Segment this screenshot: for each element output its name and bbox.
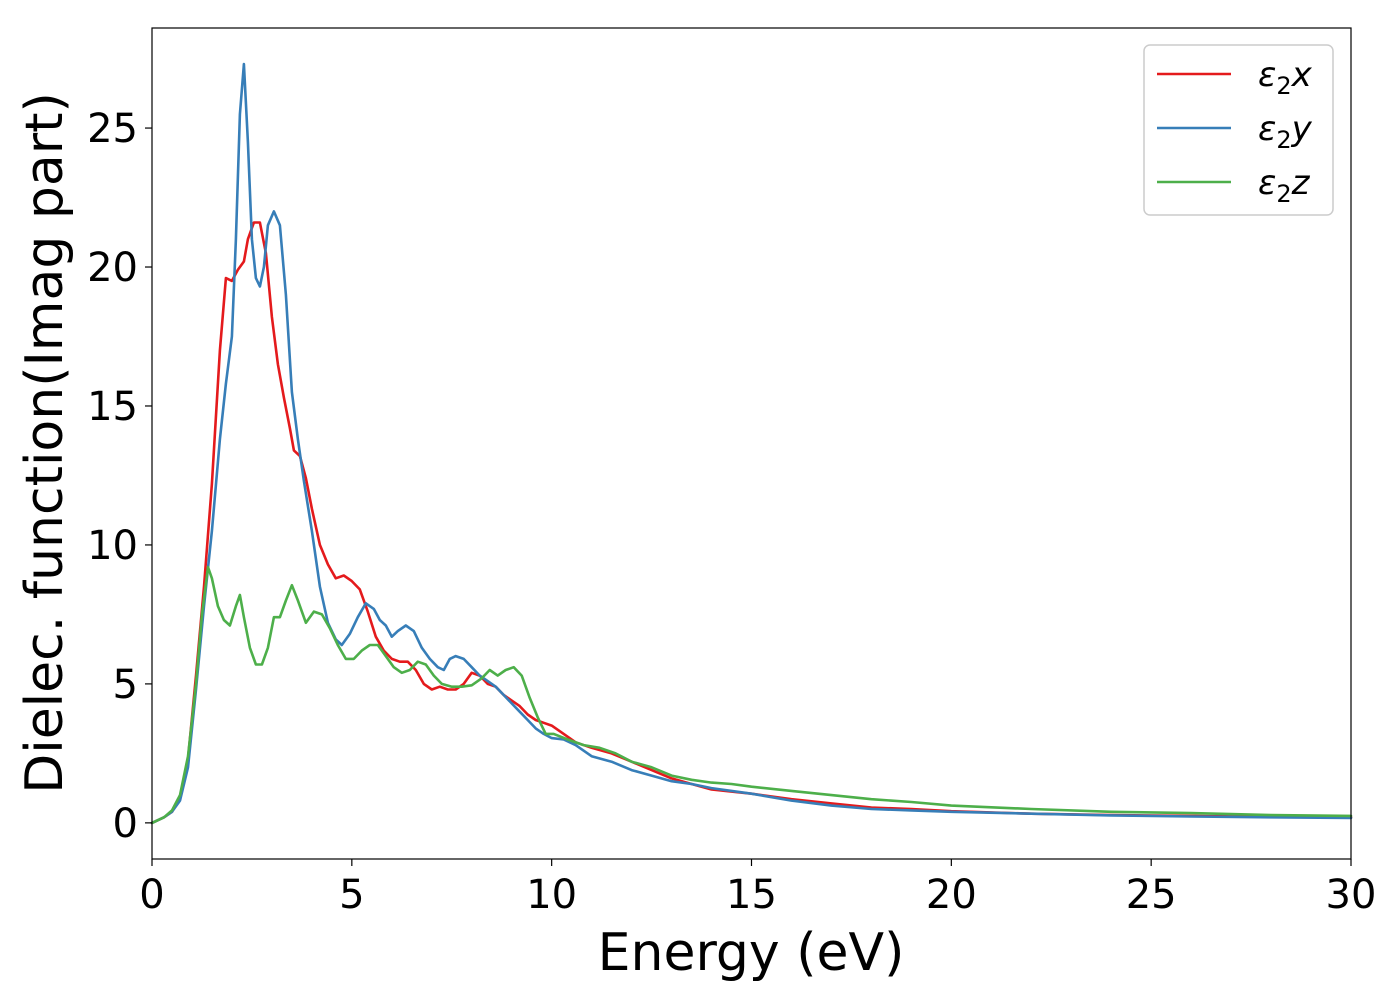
x-tick-label: 10 (526, 872, 577, 918)
y-tick-label: 0 (113, 801, 138, 847)
x-tick-label: 0 (139, 872, 164, 918)
x-tick-label: 5 (339, 872, 364, 918)
legend-label-y: ε2y (1258, 109, 1313, 154)
y-axis-label: Dielec. function(Imag part) (15, 92, 75, 794)
legend-base: ε (1258, 163, 1276, 203)
x-tick-label: 15 (726, 872, 777, 918)
y-tick-label: 5 (113, 662, 138, 708)
legend-base: ε (1258, 109, 1276, 149)
legend-label-x: ε2x (1258, 55, 1313, 100)
legend-subscript: 2 (1276, 180, 1291, 208)
x-axis-ticks: 0 5 10 15 20 25 30 (139, 859, 1376, 918)
legend-frame (1143, 44, 1334, 216)
x-tick-label: 25 (1126, 872, 1177, 918)
legend-base: ε (1258, 55, 1276, 95)
x-tick-label: 20 (926, 872, 977, 918)
x-axis-label: Energy (eV) (598, 923, 905, 983)
series-line-y (150, 62, 1353, 825)
y-tick-label: 15 (87, 384, 138, 430)
y-tick-label: 25 (87, 106, 138, 152)
legend-subscript: 2 (1276, 126, 1291, 154)
y-tick-label: 10 (87, 523, 138, 569)
legend-subscript: 2 (1276, 72, 1291, 100)
x-tick-label: 30 (1326, 872, 1377, 918)
legend-label-z: ε2z (1258, 163, 1311, 208)
y-axis-ticks: 0 5 10 15 20 25 (87, 106, 152, 847)
y-tick-label: 20 (87, 245, 138, 291)
legend-suffix: y (1291, 109, 1313, 149)
series-layer (150, 62, 1353, 825)
legend-suffix: z (1291, 163, 1311, 203)
legend-suffix: x (1291, 55, 1313, 95)
series-line-x (150, 221, 1353, 825)
series-line-z (150, 565, 1353, 825)
